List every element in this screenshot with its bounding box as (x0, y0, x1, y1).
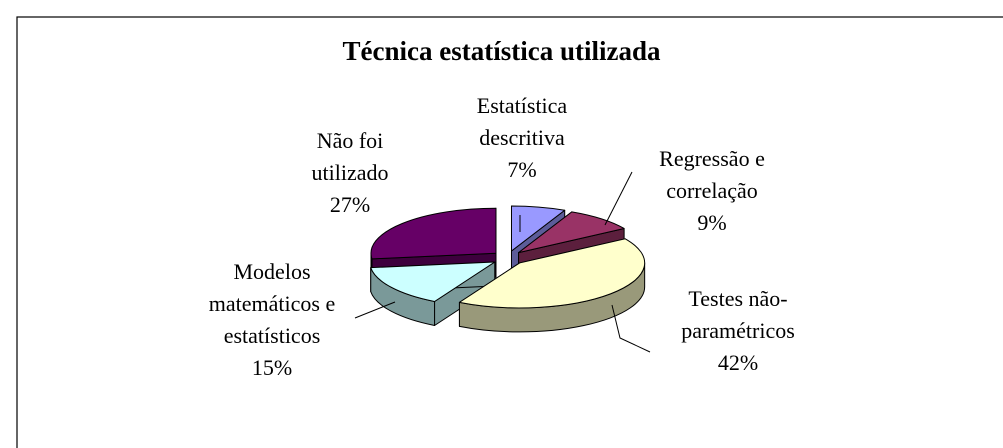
slice-top (370, 207, 497, 260)
slice-value: 7% (507, 157, 537, 182)
slice-label: Não foi utilizado 27% (285, 125, 415, 221)
slice-label: Regressão e correlação 9% (627, 143, 797, 239)
slice-top (510, 205, 566, 252)
slice-top (518, 211, 625, 254)
slice-name: Regressão e correlação (659, 146, 765, 203)
slice-label: Modelos matemáticos e estatísticos 15% (177, 256, 367, 384)
pie-slice (370, 261, 496, 326)
chart-title: Técnica estatística utilizada (342, 36, 661, 66)
slice-name: Não foi utilizado (311, 128, 389, 185)
slice-value: 15% (251, 355, 293, 380)
slice-top (458, 238, 646, 309)
slice-value: 9% (697, 210, 727, 235)
slice-name: Estatística descritiva (476, 93, 568, 150)
pie-slice (458, 238, 646, 333)
slice-name: Testes não-paramétricos (681, 286, 795, 343)
leader-line (604, 171, 633, 226)
leader-line (354, 301, 396, 319)
leader-line (611, 304, 651, 353)
slice-value: 27% (329, 192, 371, 217)
slice-top (370, 261, 496, 302)
chart-frame (16, 16, 1003, 448)
slice-label: Estatística descritiva 7% (447, 90, 597, 186)
slice-label: Testes não-paramétricos 42% (648, 283, 828, 379)
slice-name: Modelos matemáticos e estatísticos (208, 259, 336, 348)
slice-value: 42% (717, 350, 759, 375)
